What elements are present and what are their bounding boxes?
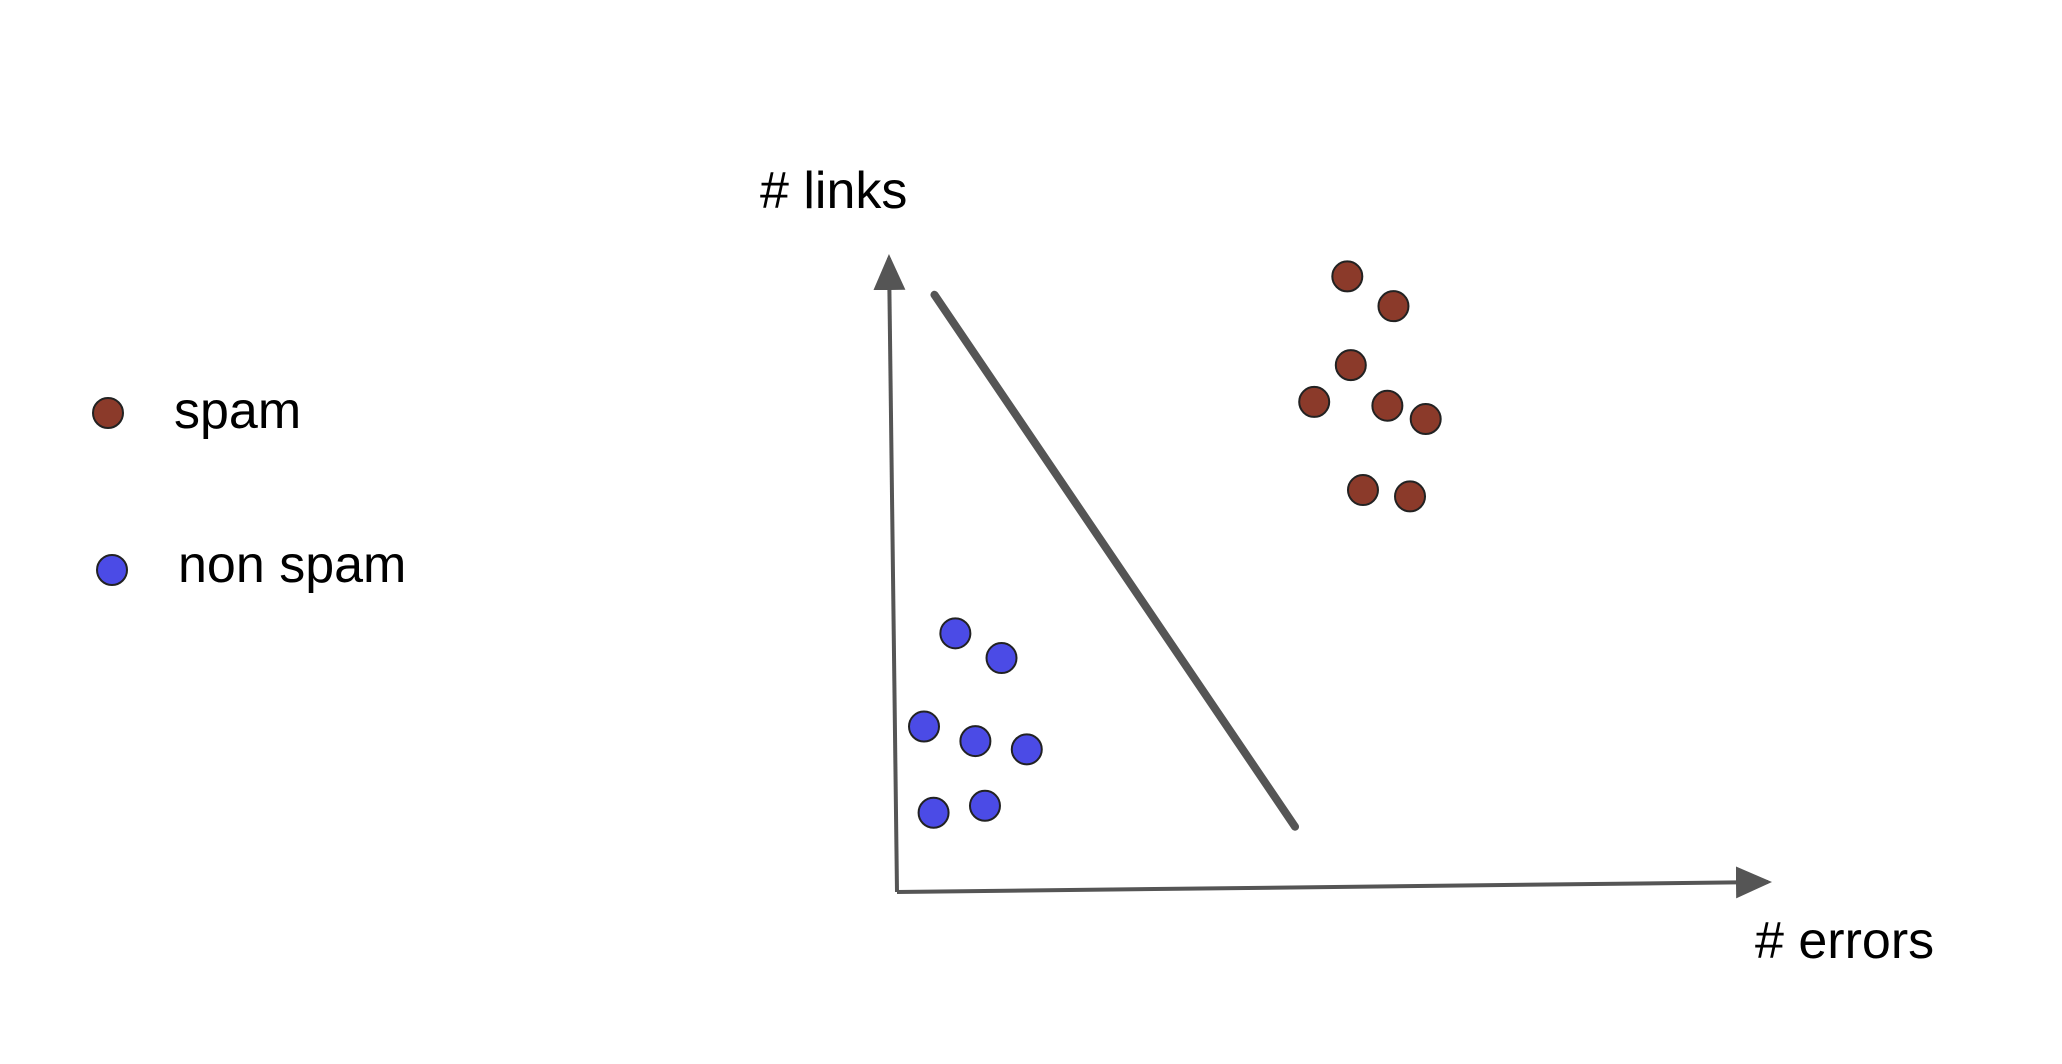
non-spam-point-1 — [939, 617, 972, 650]
spam-point-7 — [1346, 474, 1379, 507]
y-axis — [873, 254, 906, 893]
spam-point-8 — [1394, 480, 1427, 513]
non-spam-point-2 — [985, 642, 1018, 675]
non-spam-point-7 — [968, 789, 1001, 822]
spam-point-2 — [1377, 290, 1410, 323]
spam-point-5 — [1371, 389, 1404, 422]
spam-point-4 — [1298, 385, 1331, 418]
legend: spam non spam — [92, 382, 406, 594]
legend-marker-spam — [92, 397, 124, 429]
x-axis — [896, 866, 1772, 899]
y-axis-label: # links — [760, 162, 907, 220]
spam-point-6 — [1409, 403, 1442, 436]
non-spam-point-6 — [917, 796, 950, 829]
x-axis-label: # errors — [1755, 912, 1934, 970]
axes — [873, 254, 1772, 899]
non-spam-point-3 — [908, 710, 941, 743]
legend-label-spam: spam — [174, 382, 301, 440]
legend-label-non-spam: non spam — [178, 536, 406, 594]
legend-marker-non-spam — [96, 554, 128, 586]
data-points — [908, 260, 1442, 829]
non-spam-point-5 — [1010, 733, 1043, 766]
non-spam-point-4 — [959, 725, 992, 758]
spam-point-1 — [1331, 260, 1364, 293]
decision-boundary-line — [930, 290, 1300, 831]
spam-point-3 — [1334, 349, 1367, 382]
